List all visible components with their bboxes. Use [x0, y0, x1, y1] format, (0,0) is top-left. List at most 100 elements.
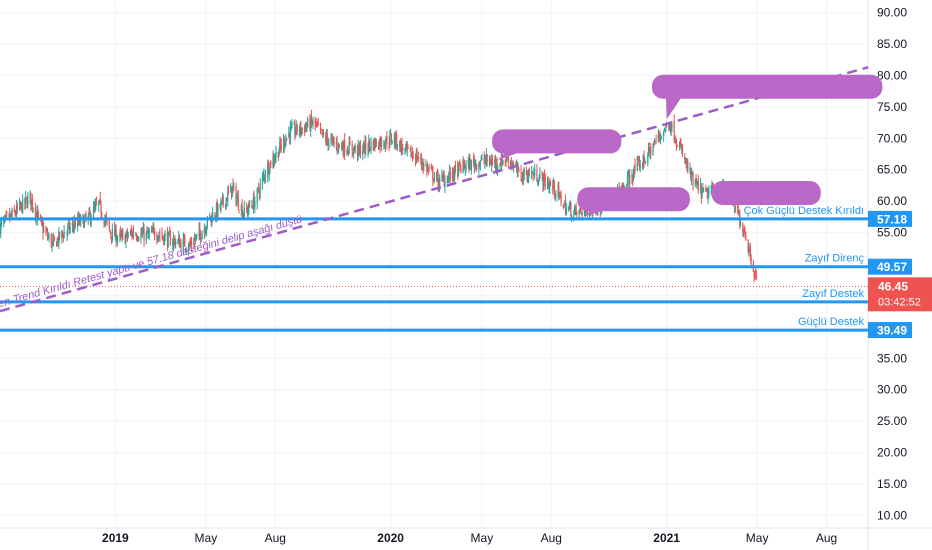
candle	[338, 142, 340, 154]
candle-body	[126, 231, 128, 235]
candle	[262, 170, 264, 182]
candle	[175, 238, 177, 248]
candle-body	[100, 203, 102, 215]
candle-body	[644, 160, 647, 163]
candle-body	[24, 198, 26, 204]
candle	[485, 154, 487, 165]
candle-body	[469, 160, 472, 170]
candle-body	[217, 203, 219, 216]
candle-body	[242, 214, 244, 218]
candle-body	[246, 208, 248, 213]
candle	[64, 232, 66, 234]
candle	[326, 129, 328, 146]
candle	[312, 116, 314, 130]
candle	[564, 200, 566, 205]
candle-body	[745, 236, 747, 240]
candle-body	[179, 242, 181, 247]
candle-body	[484, 159, 486, 163]
candle-body	[285, 137, 288, 141]
candle	[233, 181, 235, 191]
candle	[19, 197, 21, 211]
candle	[182, 232, 184, 256]
candle	[126, 227, 129, 242]
candle-body	[748, 245, 750, 250]
candle	[653, 140, 655, 148]
candle	[363, 142, 365, 154]
candle-body	[306, 125, 308, 129]
y-tick-label: 30.00	[877, 383, 907, 397]
candle-body	[475, 162, 477, 164]
candle	[199, 221, 201, 240]
candle-body	[93, 207, 95, 209]
candle	[362, 140, 365, 153]
candle	[432, 165, 434, 186]
candle	[251, 200, 253, 209]
candle	[169, 226, 171, 236]
candle-body	[352, 151, 354, 155]
candle-body	[547, 181, 549, 188]
candle-body	[433, 177, 435, 180]
candle	[319, 122, 322, 135]
candle-body	[146, 231, 148, 234]
candle-body	[358, 143, 360, 150]
candle-body	[35, 213, 37, 220]
candle	[659, 130, 661, 143]
candle	[634, 158, 636, 175]
candle-body	[700, 186, 702, 199]
candle-body	[153, 226, 155, 231]
candle	[641, 161, 644, 170]
candle-body	[126, 231, 129, 237]
candle-body	[353, 148, 356, 151]
candle	[632, 174, 634, 187]
candle-body	[320, 128, 322, 130]
candle-body	[298, 131, 300, 133]
candle-body	[448, 171, 451, 178]
candle-body	[183, 238, 185, 239]
candle-body	[258, 187, 260, 192]
candle-body	[141, 231, 143, 235]
candle-body	[641, 163, 644, 165]
candle-body	[71, 222, 73, 226]
candle	[180, 238, 182, 250]
candle	[147, 227, 150, 239]
candle-body	[227, 190, 230, 193]
candle	[664, 128, 666, 134]
candle-body	[699, 184, 702, 189]
candle-body	[462, 159, 464, 173]
candle	[354, 143, 356, 154]
candle-body	[370, 141, 372, 150]
candle	[252, 205, 254, 210]
candle	[476, 163, 478, 172]
candle	[687, 158, 689, 174]
candle-body	[283, 138, 285, 147]
candle	[755, 267, 757, 279]
candle-body	[649, 147, 651, 154]
candle-body	[747, 239, 749, 251]
candle-body	[226, 198, 228, 202]
candle	[283, 135, 285, 153]
candle-body	[576, 211, 578, 215]
candle-body	[62, 235, 64, 238]
candle	[469, 153, 471, 170]
candle-body	[305, 124, 307, 128]
candle-body	[220, 202, 222, 208]
candle	[115, 224, 117, 248]
candle-body	[13, 208, 15, 212]
y-tick-label: 25.00	[877, 414, 907, 428]
candle-body	[533, 174, 535, 176]
candle-body	[232, 184, 234, 188]
candle-body	[37, 211, 39, 219]
candle	[338, 144, 340, 149]
candle	[306, 122, 308, 133]
candle	[399, 138, 402, 152]
candle-body	[152, 228, 154, 232]
candle-body	[416, 151, 418, 161]
candle-body	[755, 273, 757, 276]
candle-body	[636, 161, 638, 171]
candle-body	[692, 173, 694, 187]
candle-body	[622, 185, 624, 187]
candle-body	[300, 123, 302, 133]
candle	[45, 226, 47, 236]
